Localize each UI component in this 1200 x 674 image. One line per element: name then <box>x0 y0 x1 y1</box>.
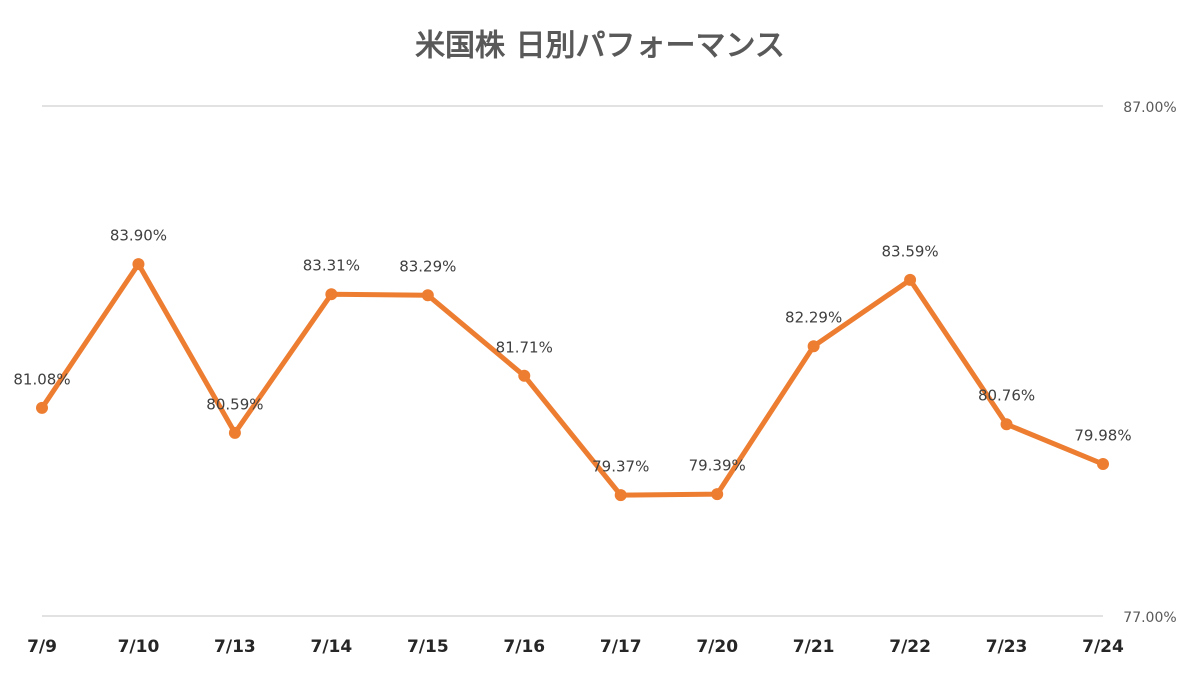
marker <box>904 273 917 286</box>
data-label: 81.71% <box>496 338 553 356</box>
data-label: 83.59% <box>881 242 938 260</box>
x-tick-label: 7/13 <box>214 637 256 657</box>
data-label: 83.29% <box>399 258 456 276</box>
data-label: 82.29% <box>785 309 842 327</box>
chart-title: 米国株 日別パフォーマンス <box>415 29 785 64</box>
x-tick-label: 7/9 <box>27 637 57 657</box>
marker <box>711 488 724 501</box>
data-label: 83.90% <box>110 227 167 245</box>
x-tick-label: 7/17 <box>600 637 642 657</box>
marker <box>132 258 145 271</box>
line <box>39 261 1104 498</box>
data-label: 79.98% <box>1074 427 1131 445</box>
x-tick-label: 7/15 <box>407 637 449 657</box>
x-tick-label: 7/20 <box>696 637 738 657</box>
marker <box>1097 458 1109 471</box>
data-label: 80.59% <box>206 395 263 413</box>
data-label: 80.76% <box>978 387 1035 405</box>
marker <box>518 369 531 382</box>
y-tick-label: 77.00% <box>1123 610 1176 626</box>
marker <box>807 340 820 353</box>
x-tick-label: 7/24 <box>1082 637 1124 657</box>
x-tick-label: 7/10 <box>118 637 160 657</box>
marker <box>36 401 48 414</box>
data-label: 81.08% <box>13 370 70 388</box>
y-tick-label: 87.00% <box>1123 100 1176 116</box>
marker <box>325 288 338 301</box>
marker <box>614 489 627 502</box>
x-tick-label: 7/23 <box>986 637 1028 657</box>
x-tick-label: 7/16 <box>503 637 545 657</box>
data-label: 79.39% <box>689 457 746 475</box>
marker <box>1000 418 1013 431</box>
marker <box>228 426 241 439</box>
data-label: 83.31% <box>303 257 360 275</box>
x-tick-label: 7/21 <box>793 637 835 657</box>
x-tick-label: 7/22 <box>889 637 931 657</box>
data-label: 79.37% <box>592 458 649 476</box>
marker <box>421 289 434 302</box>
x-tick-label: 7/14 <box>311 637 353 657</box>
